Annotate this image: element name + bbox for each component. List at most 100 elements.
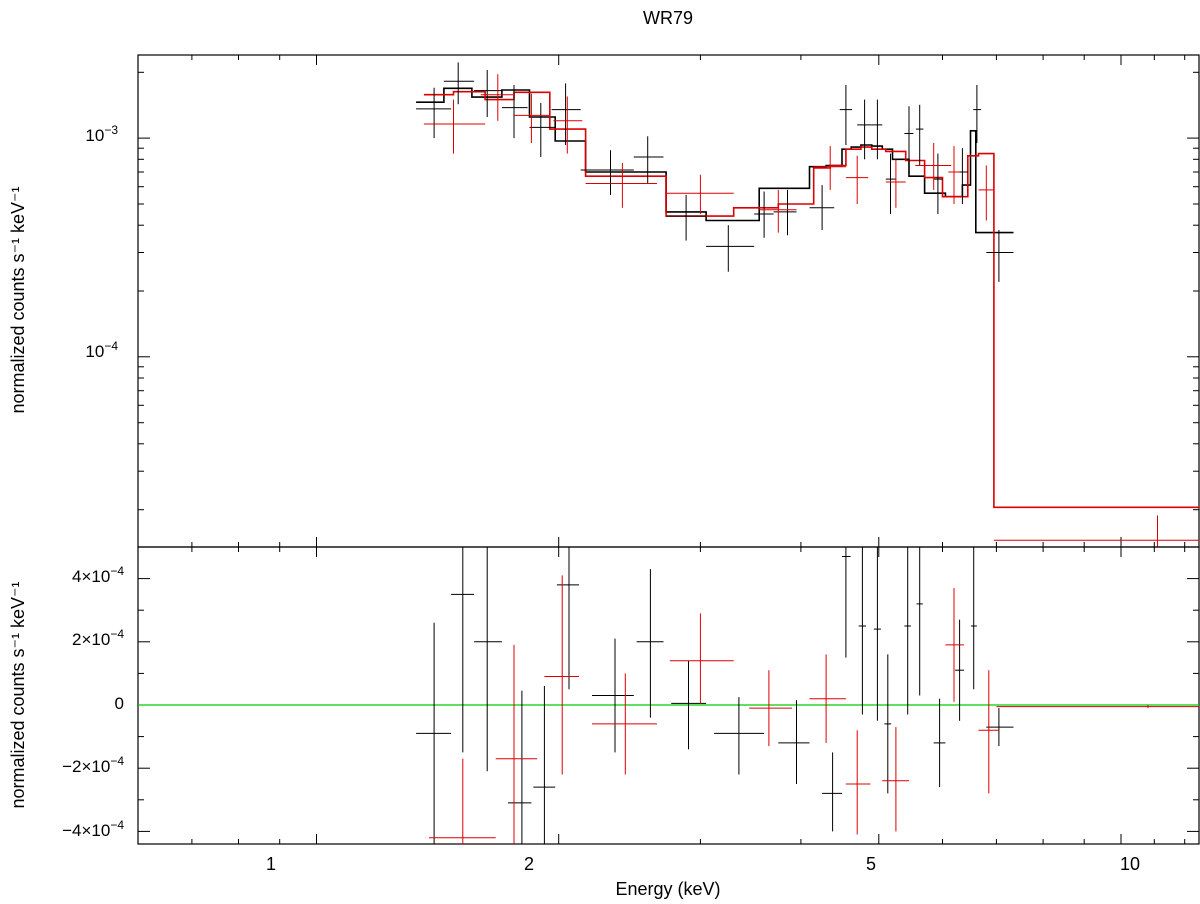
residual-point-black [933,698,946,788]
residual-point-red [978,670,999,794]
res-y-tick-label-2e-4: 2×10−4 [72,627,124,649]
spectrum-models [416,87,1199,509]
spectrum-point-black [933,153,943,214]
residual-point-black [971,547,977,690]
residual-point-black [474,547,502,772]
spectrum-point-red [585,163,657,208]
x-axis-label: Energy (keV) [615,879,720,899]
residual-point-red [429,758,496,844]
spectrum-point-black [551,83,581,145]
residual-point-black [842,547,851,658]
spectrum-point-black [773,189,797,236]
spectrum-frame [137,54,1200,548]
y-tick-label-1e-4: 10−4 [85,339,118,361]
spectrum-point-black [416,87,452,139]
spectrum-point-red [948,146,960,204]
x-tick-labels: 1 2 5 10 [266,854,1140,874]
residual-point-black [955,619,964,721]
spectrum-point-black [474,70,502,117]
spectrum-data-points [416,62,1199,547]
spectrum-point-black [973,85,982,143]
residual-point-black [778,700,810,784]
res-y-tick-label-neg2e-4: −2×10−4 [62,754,124,776]
residual-point-black [873,547,881,721]
spectrum-point-red [885,159,906,208]
spectrum-point-black [956,148,968,204]
residual-point-red [996,705,1199,709]
spectrum-point-red [813,146,846,190]
x-tick-label-1: 1 [266,854,276,874]
residual-point-red [544,575,579,775]
residual-point-black [636,569,664,718]
spectrum-point-black [529,102,556,157]
chart-title: WR79 [643,8,693,28]
residual-point-black [916,547,923,696]
residual-point-black [822,752,842,832]
residual-point-red [495,644,538,844]
residual-point-black [533,686,556,844]
spectrum-point-black [857,99,872,160]
spectrum-plot-area [416,62,1199,547]
spectrum-point-red [514,93,550,143]
spectrum-point-black [871,99,883,160]
spectrum-point-black [754,191,774,238]
res-y-tick-label-4e-4: 4×10−4 [72,564,124,586]
spectrum-point-black [904,106,914,170]
spectrum-point-red [915,143,952,190]
spectrum-y-tick-labels: 10−3 10−4 [85,123,118,361]
spectrum-point-black [501,85,528,139]
residual-point-red [669,613,734,704]
residual-point-black [904,547,911,715]
spectrum-point-red [666,174,734,214]
spectrum-point-black [986,230,1014,282]
spectrum-point-red [553,96,583,154]
y-tick-label-1e-3: 10−3 [85,123,118,145]
residual-point-black [858,547,866,715]
spectrum-point-black [839,85,852,145]
residuals-panel: 4×10−4 2×10−4 0 −2×10−4 −4×10−4 normaliz… [8,546,1200,899]
spectrum-point-black [666,194,707,241]
spectrum-point-red [978,165,994,221]
residual-point-black [451,547,475,753]
residual-point-red [592,673,657,775]
x-tick-label-5: 5 [866,854,876,874]
residuals-axis-ticks [138,547,1199,844]
residual-point-red [809,654,846,743]
model-step-line-red [423,90,1199,509]
residual-point-black [884,654,892,794]
residual-point-red [749,670,792,747]
res-y-tick-label-0: 0 [115,694,124,713]
residuals-y-axis-label: normalized counts s⁻¹ keV⁻¹ [8,581,28,808]
residual-point-black [556,547,579,690]
res-y-tick-label-neg4e-4: −4×10−4 [62,818,124,840]
x-tick-label-2: 2 [524,854,534,874]
spectrum-point-black [809,185,835,230]
spectrum-point-black [443,62,475,105]
residuals-frame [137,546,1200,845]
residual-point-red [845,730,871,835]
residual-point-black [986,708,1014,747]
spectrum-point-red [845,155,869,204]
residual-point-red [945,588,964,702]
spectrum-point-red [759,189,797,233]
residual-point-black [592,638,634,753]
residuals-data-points [416,547,1199,844]
spectrum-point-black [915,104,924,166]
spectrum-panel: 10−3 10−4 normalized counts s⁻¹ keV⁻¹ [8,54,1200,548]
spectrum-point-red [480,74,514,121]
spectrum-point-black [633,136,664,184]
residual-point-red [882,727,909,832]
spectrum-point-black [885,153,896,214]
x-tick-label-10: 10 [1120,854,1140,874]
spectrum-point-black [706,225,755,272]
spectrum-point-red [423,99,486,154]
spectrum-y-axis-label: normalized counts s⁻¹ keV⁻¹ [8,186,28,413]
residuals-y-tick-labels: 4×10−4 2×10−4 0 −2×10−4 −4×10−4 [62,564,124,840]
residual-point-black [416,622,452,844]
spectrum-axis-ticks [138,55,1199,547]
spectrum-point-red [993,515,1199,547]
residual-point-black [714,697,765,775]
spectrum-point-black [580,150,634,195]
residual-point-black [508,690,532,844]
